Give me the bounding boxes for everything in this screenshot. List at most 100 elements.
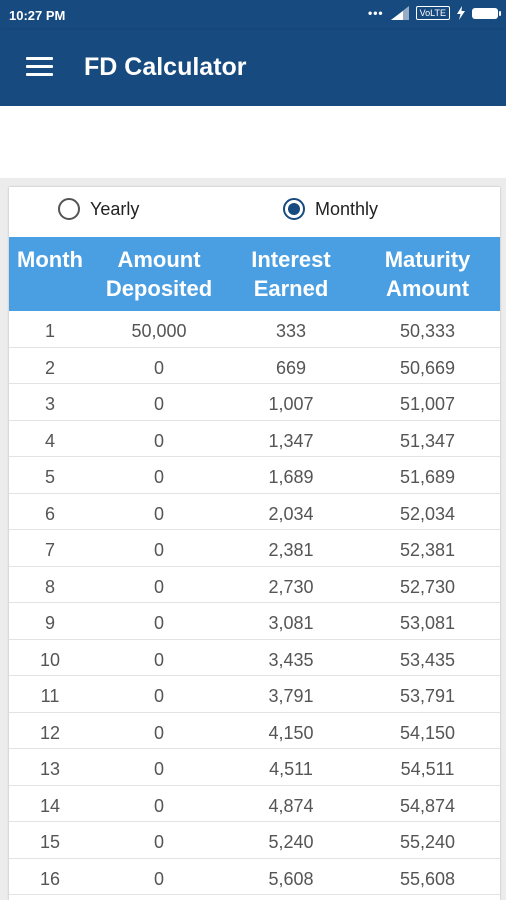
radio-unchecked-icon[interactable]: [58, 198, 80, 220]
table-row: 7 0 2,381 52,381: [9, 530, 500, 567]
volte-badge: VoLTE: [415, 6, 450, 20]
cell-maturity-amount: 53,435: [399, 649, 456, 670]
cell-amount-deposited: 0: [153, 467, 164, 487]
frequency-radio-group: Yearly Monthly: [9, 187, 500, 237]
table-row: 1 50,000 333 50,333: [9, 311, 500, 348]
cell-maturity-amount: 52,381: [399, 540, 456, 560]
header-month: Month: [17, 247, 83, 272]
table-row: 6 0 2,034 52,034: [9, 494, 500, 530]
table-row: 12 0 4,150 54,150: [9, 713, 500, 749]
table-row: 15 0 5,240 55,240: [9, 822, 500, 859]
table-row: 5 0 1,689 51,689: [9, 457, 500, 494]
table-row: 9 0 3,081 53,081: [9, 603, 500, 640]
cell-amount-deposited: 0: [153, 795, 164, 816]
cell-amount-deposited: 0: [153, 357, 164, 378]
cell-amount-deposited: 0: [153, 832, 164, 852]
cell-maturity-amount: 52,730: [399, 576, 456, 597]
cell-maturity-amount: 50,669: [399, 357, 456, 378]
cell-amount-deposited: 0: [153, 540, 164, 560]
cell-month: 8: [44, 576, 55, 597]
cell-amount-deposited: 0: [153, 868, 164, 889]
signal-icon: [390, 6, 409, 20]
cell-month: 14: [39, 795, 61, 816]
cell-month: 3: [44, 394, 55, 414]
cell-amount-deposited: 0: [153, 722, 164, 743]
cell-interest-earned: 1,007: [268, 394, 314, 414]
app-title: FD Calculator: [84, 53, 247, 81]
cell-month: 12: [39, 722, 61, 743]
cell-interest-earned: 2,730: [268, 576, 314, 597]
table-row: 2 0 669 50,669: [9, 348, 500, 384]
status-bar: 10:27 PM ••• VoLTE: [0, 0, 506, 30]
table-row: 14 0 4,874 54,874: [9, 786, 500, 822]
cell-interest-earned: 3,435: [268, 649, 314, 670]
cell-maturity-amount: 51,347: [399, 430, 456, 451]
cell-month: 2: [44, 357, 55, 378]
cell-maturity-amount: 55,240: [399, 832, 456, 852]
cell-interest-earned: 1,347: [268, 430, 314, 451]
cell-amount-deposited: 50,000: [131, 321, 187, 341]
header-interest-earned: Interest Earned: [251, 247, 331, 301]
cell-interest-earned: 5,240: [268, 832, 314, 852]
table-row: 3 0 1,007 51,007: [9, 384, 500, 421]
monthly-radio[interactable]: Monthly: [283, 198, 378, 220]
more-dots-icon: •••: [368, 6, 384, 20]
cell-interest-earned: 4,150: [268, 722, 314, 743]
status-time: 10:27 PM: [9, 8, 66, 23]
cell-month: 5: [44, 467, 55, 487]
table-row: 4 0 1,347 51,347: [9, 421, 500, 457]
cell-month: 16: [39, 868, 61, 889]
cell-month: 10: [39, 649, 61, 670]
radio-checked-icon[interactable]: [283, 198, 305, 220]
yearly-label: Yearly: [90, 198, 140, 219]
cell-interest-earned: 3,791: [268, 686, 314, 706]
table-row: 8 0 2,730 52,730: [9, 567, 500, 603]
charging-icon: [457, 6, 465, 20]
header-maturity-amount: Maturity Amount: [384, 247, 471, 301]
status-icons: ••• VoLTE: [368, 6, 501, 20]
cell-interest-earned: 4,511: [269, 759, 313, 779]
cell-maturity-amount: 50,333: [399, 321, 456, 341]
cell-maturity-amount: 51,007: [399, 394, 456, 414]
table-row: 10 0 3,435 53,435: [9, 640, 500, 676]
cell-interest-earned: 5,608: [268, 868, 314, 889]
cell-maturity-amount: 54,150: [399, 722, 456, 743]
app-bar: FD Calculator: [0, 30, 506, 106]
cell-interest-earned: 2,381: [268, 540, 314, 560]
cell-maturity-amount: 55,608: [399, 868, 456, 889]
cell-interest-earned: 2,034: [268, 503, 314, 524]
cell-month: 6: [44, 503, 55, 524]
cell-month: 9: [44, 613, 55, 633]
cell-maturity-amount: 54,874: [399, 795, 456, 816]
cell-month: 4: [44, 430, 55, 451]
cell-maturity-amount: 51,689: [399, 467, 456, 487]
table-header: Month Amount Deposited Interest Earned M…: [9, 237, 500, 311]
cell-amount-deposited: 0: [153, 613, 164, 633]
cell-month: 7: [44, 540, 55, 560]
cell-month: 11: [40, 686, 60, 706]
table-body: 1 50,000 333 50,333 2 0 669 50,669 3 0 1,007 51,007…: [9, 311, 500, 895]
cell-interest-earned: 669: [275, 357, 307, 378]
cell-month: 13: [39, 759, 61, 779]
table-row: 13 0 4,511 54,511: [9, 749, 500, 786]
cell-month: 1: [44, 321, 55, 341]
hamburger-menu-icon[interactable]: [26, 57, 53, 77]
cell-maturity-amount: 52,034: [399, 503, 456, 524]
yearly-radio[interactable]: Yearly: [58, 198, 139, 220]
table-row: 11 0 3,791 53,791: [9, 676, 500, 713]
cell-maturity-amount: 53,791: [399, 686, 456, 706]
cell-interest-earned: 1,689: [268, 467, 314, 487]
cell-month: 15: [39, 832, 61, 852]
cell-maturity-amount: 54,511: [400, 759, 455, 779]
cell-amount-deposited: 0: [153, 576, 164, 597]
cell-interest-earned: 333: [275, 321, 307, 341]
cell-interest-earned: 4,874: [268, 795, 314, 816]
cell-amount-deposited: 0: [153, 394, 164, 414]
results-card: Yearly Monthly Month Amount Deposited In…: [9, 187, 500, 900]
cell-interest-earned: 3,081: [268, 613, 314, 633]
cell-amount-deposited: 0: [153, 686, 164, 706]
table-row: 16 0 5,608 55,608: [9, 859, 500, 895]
cell-maturity-amount: 53,081: [399, 613, 456, 633]
cell-amount-deposited: 0: [153, 759, 164, 779]
monthly-label: Monthly: [315, 198, 379, 219]
